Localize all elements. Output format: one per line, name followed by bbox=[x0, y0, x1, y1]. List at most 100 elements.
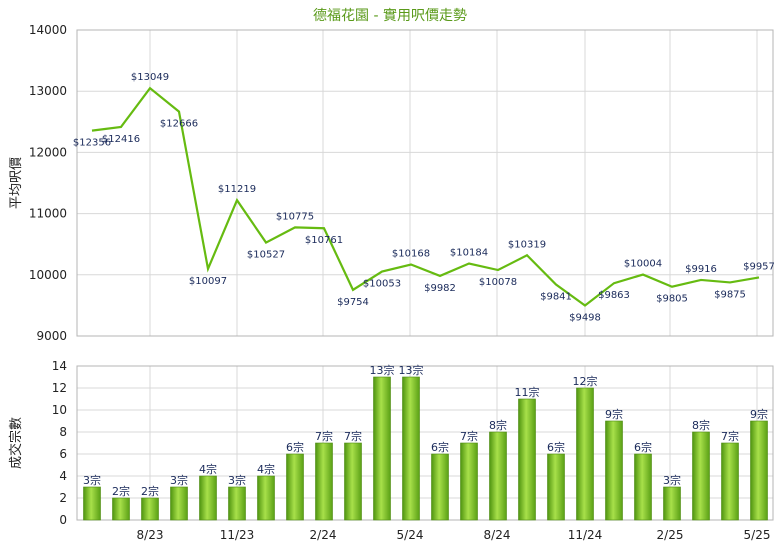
price-data-label: $10184 bbox=[450, 248, 488, 259]
volume-tick-label: 2 bbox=[59, 491, 67, 505]
price-tick-label: 14000 bbox=[29, 23, 67, 37]
volume-data-label: 3宗 bbox=[170, 473, 188, 487]
volume-data-label: 13宗 bbox=[399, 363, 424, 377]
price-data-label: $10097 bbox=[189, 276, 227, 287]
volume-bar bbox=[750, 420, 768, 521]
volume-tick-label: 4 bbox=[59, 469, 67, 483]
price-frame bbox=[76, 29, 774, 337]
price-data-label: $9754 bbox=[337, 297, 369, 308]
volume-data-label: 7宗 bbox=[315, 429, 333, 443]
price-data-label: $9805 bbox=[656, 294, 688, 305]
volume-bar bbox=[518, 398, 536, 521]
volume-bar bbox=[402, 376, 420, 521]
volume-bar bbox=[431, 453, 449, 521]
volume-tick-label: 14 bbox=[52, 359, 67, 373]
price-line bbox=[91, 86, 760, 307]
volume-data-label: 6宗 bbox=[547, 440, 565, 454]
volume-data-label: 13宗 bbox=[370, 363, 395, 377]
volume-bar bbox=[170, 486, 188, 521]
volume-panel: 0 2 4 6 8 10 12 14 3宗 2宗 2宗 3宗 4宗 3宗 4宗 6宗 7宗 7宗 13宗 13宗 6宗 7… bbox=[52, 359, 774, 542]
volume-bar bbox=[228, 486, 246, 521]
price-tick-label: 13000 bbox=[29, 84, 67, 98]
volume-data-label: 3宗 bbox=[228, 473, 246, 487]
volume-data-label: 4宗 bbox=[257, 462, 275, 476]
volume-data-label: 3宗 bbox=[663, 473, 681, 487]
volume-bar bbox=[373, 376, 391, 521]
volume-data-label: 7宗 bbox=[460, 429, 478, 443]
volume-data-label: 9宗 bbox=[605, 407, 623, 421]
volume-tick-label: 6 bbox=[59, 447, 67, 461]
volume-data-label: 6宗 bbox=[431, 440, 449, 454]
volume-data-label: 2宗 bbox=[112, 484, 130, 498]
x-tick-label: 11/24 bbox=[568, 528, 603, 542]
x-tick-label: 8/23 bbox=[137, 528, 164, 542]
x-tick-label: 5/25 bbox=[744, 528, 771, 542]
price-data-label: $10761 bbox=[305, 235, 343, 246]
price-data-label: $9498 bbox=[569, 313, 601, 324]
chart-title: 德福花園 - 實用呎價走勢 bbox=[313, 7, 467, 24]
volume-data-label: 9宗 bbox=[750, 407, 768, 421]
volume-bar bbox=[547, 453, 565, 521]
volume-tick-label: 12 bbox=[52, 381, 67, 395]
volume-data-label: 8宗 bbox=[692, 418, 710, 432]
volume-data-label: 3宗 bbox=[83, 473, 101, 487]
volume-data-label: 2宗 bbox=[141, 484, 159, 498]
price-axis-label: 平均呎價 bbox=[9, 157, 24, 209]
price-data-label: $9875 bbox=[714, 289, 746, 300]
price-panel: 9000 10000 11000 12000 13000 14000 $12356$1241… bbox=[29, 23, 775, 343]
price-tick-label: 11000 bbox=[29, 207, 67, 221]
volume-bar bbox=[721, 442, 739, 521]
x-tick-label: 11/23 bbox=[220, 528, 255, 542]
volume-data-label: 6宗 bbox=[286, 440, 304, 454]
price-data-label: $13049 bbox=[131, 72, 169, 83]
x-tick-label: 5/24 bbox=[397, 528, 424, 542]
volume-bar bbox=[141, 497, 159, 521]
volume-data-label: 8宗 bbox=[489, 418, 507, 432]
volume-bar bbox=[112, 497, 130, 521]
volume-bar bbox=[576, 387, 594, 521]
volume-axis-label: 成交宗數 bbox=[8, 417, 24, 469]
price-data-label: $12356 bbox=[73, 138, 111, 149]
volume-bar bbox=[199, 475, 217, 521]
volume-data-label: 12宗 bbox=[573, 374, 598, 388]
volume-data-label: 7宗 bbox=[344, 429, 362, 443]
volume-tick-label: 10 bbox=[52, 403, 67, 417]
volume-bar bbox=[489, 431, 507, 521]
volume-data-label: 11宗 bbox=[515, 385, 540, 399]
volume-data-label: 7宗 bbox=[721, 429, 739, 443]
x-tick-label: 2/25 bbox=[657, 528, 684, 542]
volume-bar bbox=[315, 442, 333, 521]
price-data-label: $9957 bbox=[743, 261, 775, 272]
x-tick-label: 2/24 bbox=[310, 528, 337, 542]
price-data-label: $10168 bbox=[392, 249, 430, 260]
volume-data-label: 4宗 bbox=[199, 462, 217, 476]
volume-bar bbox=[460, 442, 478, 521]
volume-bar bbox=[83, 486, 101, 521]
volume-data-label: 6宗 bbox=[634, 440, 652, 454]
price-data-label: $9982 bbox=[424, 283, 456, 294]
price-data-label: $9916 bbox=[685, 264, 717, 275]
volume-bar bbox=[257, 475, 275, 521]
volume-bar bbox=[344, 442, 362, 521]
price-data-label: $10527 bbox=[247, 250, 285, 261]
volume-bar bbox=[692, 431, 710, 521]
price-tick-label: 9000 bbox=[36, 329, 67, 343]
volume-bar bbox=[634, 453, 652, 521]
price-data-label: $10775 bbox=[276, 211, 314, 222]
price-data-label: $9841 bbox=[540, 292, 572, 303]
volume-frame bbox=[76, 365, 774, 521]
price-tick-label: 12000 bbox=[29, 145, 67, 159]
volume-tick-label: 0 bbox=[59, 513, 67, 527]
price-data-label: $12666 bbox=[160, 119, 198, 130]
price-data-label: $11219 bbox=[218, 184, 256, 195]
price-data-label: $10004 bbox=[624, 259, 662, 270]
volume-bar bbox=[663, 486, 681, 521]
price-tick-label: 10000 bbox=[29, 268, 67, 282]
x-tick-label: 8/24 bbox=[484, 528, 511, 542]
volume-bar bbox=[286, 453, 304, 521]
volume-bar bbox=[605, 420, 623, 521]
price-data-label: $10053 bbox=[363, 279, 401, 290]
price-data-label: $9863 bbox=[598, 290, 630, 301]
price-data-label: $10078 bbox=[479, 277, 517, 288]
